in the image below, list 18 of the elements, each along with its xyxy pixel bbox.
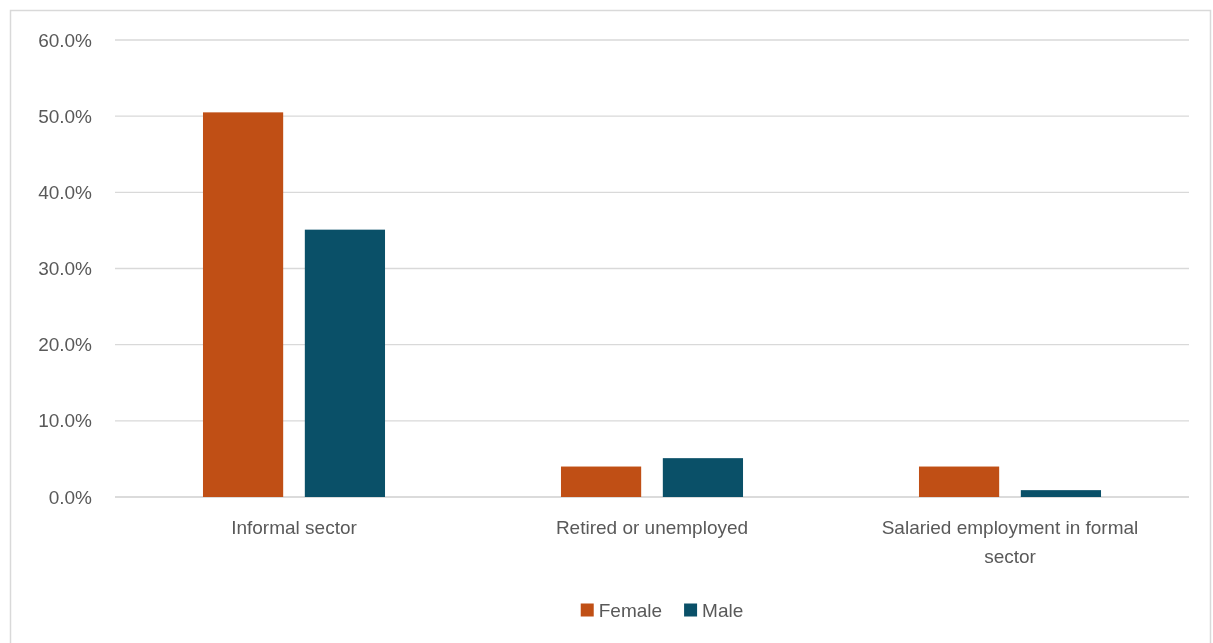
x-tick-label: Informal sector — [231, 517, 358, 538]
legend-label: Female — [598, 599, 663, 621]
bar — [202, 112, 284, 497]
bar — [304, 229, 386, 497]
bar — [560, 466, 642, 497]
bar — [918, 466, 1000, 497]
legend-label: Male — [702, 599, 744, 621]
y-tick-label: 40.0% — [38, 181, 93, 203]
y-tick-label: 10.0% — [38, 410, 93, 432]
x-tick-label: Retired or unemployed — [555, 517, 749, 538]
y-tick-label: 20.0% — [38, 334, 93, 356]
y-tick-label: 30.0% — [38, 258, 93, 280]
y-tick-label: 50.0% — [38, 105, 93, 127]
bar — [1020, 490, 1102, 497]
bar — [662, 458, 744, 497]
y-tick-label: 60.0% — [38, 29, 93, 51]
x-tick-label: Salaried employment in formal sector — [881, 517, 1139, 567]
y-tick-label: 0.0% — [48, 486, 93, 508]
